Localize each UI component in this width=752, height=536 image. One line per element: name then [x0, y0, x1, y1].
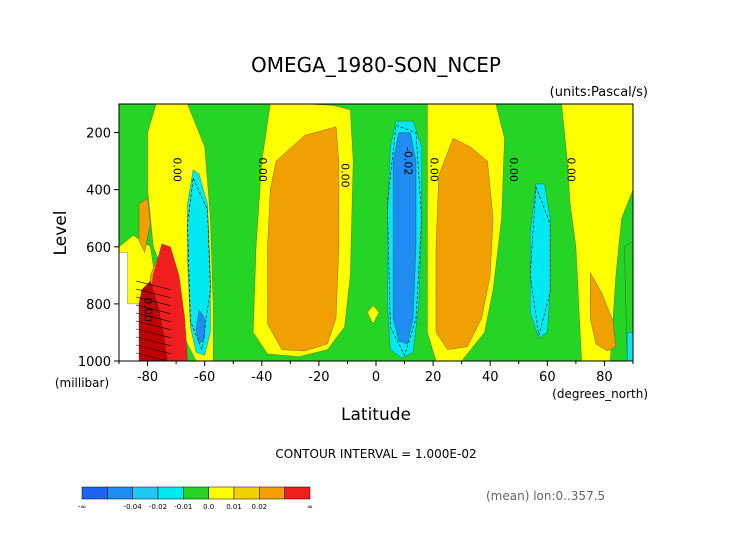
hatch-line	[136, 336, 171, 346]
contour-interval: CONTOUR INTERVAL = 1.000E-02	[275, 447, 476, 461]
x-tick-label: 60	[539, 370, 556, 385]
contour-label: 0.00	[142, 297, 155, 322]
plot-area: 0.00 0.00 0.00 -0.02 0.00 0.00 0.00 0.00	[118, 103, 634, 362]
y-tick-label: 400	[86, 184, 111, 199]
y-unit-label: (millibar)	[55, 376, 109, 390]
contour-label: 0.00	[564, 157, 577, 182]
chart-title: OMEGA_1980-SON_NCEP	[251, 53, 501, 77]
colorbar-label: 0.01	[226, 503, 242, 511]
contour-label: 0.00	[170, 157, 183, 182]
yellow-band-north	[561, 104, 633, 361]
y-tick-label: 1000	[78, 355, 111, 370]
x-tick-label: 0	[372, 370, 380, 385]
contour-label: 0.00	[427, 157, 440, 182]
contour-label: -0.02	[402, 147, 415, 175]
orange-north	[589, 271, 617, 352]
dashed-contour-2	[529, 186, 551, 336]
cyan-cell-south	[187, 169, 211, 356]
colorbar-swatch	[157, 486, 184, 500]
hatch-line	[136, 328, 171, 338]
y-tick-label: 200	[86, 127, 111, 142]
x-tick-label: 40	[482, 370, 499, 385]
hatch-line	[136, 352, 170, 361]
colorbar-label: -0.01	[174, 503, 192, 511]
colorbar-label: -0.02	[149, 503, 167, 511]
dashed-contour-0	[187, 177, 211, 351]
units-label: (units:Pascal/s)	[550, 85, 648, 100]
contour-label: 0.00	[256, 157, 269, 182]
dashed-contour-1	[387, 124, 423, 357]
x-tick-label: -80	[137, 370, 158, 385]
cyan-cell-north	[529, 183, 551, 339]
yellow-spot-equator	[367, 304, 380, 325]
x-tick-label: 80	[596, 370, 613, 385]
orange-midlat-south	[267, 126, 340, 352]
colorbar: -∞ -0.04 -0.02 -0.01 0.0 0.01 0.02 ∞	[78, 486, 313, 511]
x-tick-label: 20	[425, 370, 442, 385]
orange-tropics-north	[435, 137, 494, 350]
x-axis-ticks: -80 -60 -40 -20 0 20 40 60 80	[118, 361, 634, 385]
colorbar-swatch	[81, 486, 108, 500]
x-tick-label: -40	[251, 370, 272, 385]
blue-cell-south	[195, 308, 205, 345]
colorbar-label: 0.02	[252, 503, 268, 511]
hatch-line	[136, 304, 171, 314]
colorbar-label: ∞	[307, 503, 313, 511]
contour-label: 0.00	[339, 163, 352, 188]
hatch-line	[136, 280, 171, 290]
green-strip-north-polar	[624, 240, 633, 361]
hatch-line	[136, 344, 171, 354]
x-tick-label: -20	[308, 370, 329, 385]
white-missing-data	[119, 252, 140, 361]
contour-label: 0.00	[507, 157, 520, 182]
colorbar-swatch	[132, 486, 159, 500]
cyan-sliver-north	[627, 332, 633, 361]
y-axis-ticks: 200 400 600 800 1000	[78, 127, 119, 370]
colorbar-label: 0.0	[203, 503, 214, 511]
colorbar-swatch	[183, 486, 209, 500]
colorbar-swatch	[284, 486, 311, 500]
contour-fields: 0.00 0.00 0.00 -0.02 0.00 0.00 0.00 0.00	[119, 104, 633, 361]
footer-text: (mean) lon:0..357.5	[486, 489, 605, 503]
hatch-line	[136, 296, 171, 306]
y-tick-label: 800	[86, 298, 111, 313]
orange-south-polar-2	[138, 197, 151, 254]
colorbar-swatch	[107, 486, 133, 500]
colorbar-label: -0.04	[124, 503, 143, 511]
x-unit-label: (degrees_north)	[552, 387, 648, 401]
y-axis-label: Level	[51, 211, 71, 256]
hatch-line	[136, 288, 171, 298]
y-tick-label: 600	[86, 241, 111, 256]
colorbar-label: -∞	[78, 503, 86, 511]
blue-cell-equator	[392, 132, 417, 345]
colorbar-swatch	[233, 486, 260, 500]
hatch-line	[136, 320, 171, 330]
x-tick-label: -60	[194, 370, 215, 385]
colorbar-swatch	[208, 486, 235, 500]
colorbar-swatch	[259, 486, 285, 500]
x-axis-label: Latitude	[341, 405, 411, 425]
hatch-line	[136, 312, 171, 322]
